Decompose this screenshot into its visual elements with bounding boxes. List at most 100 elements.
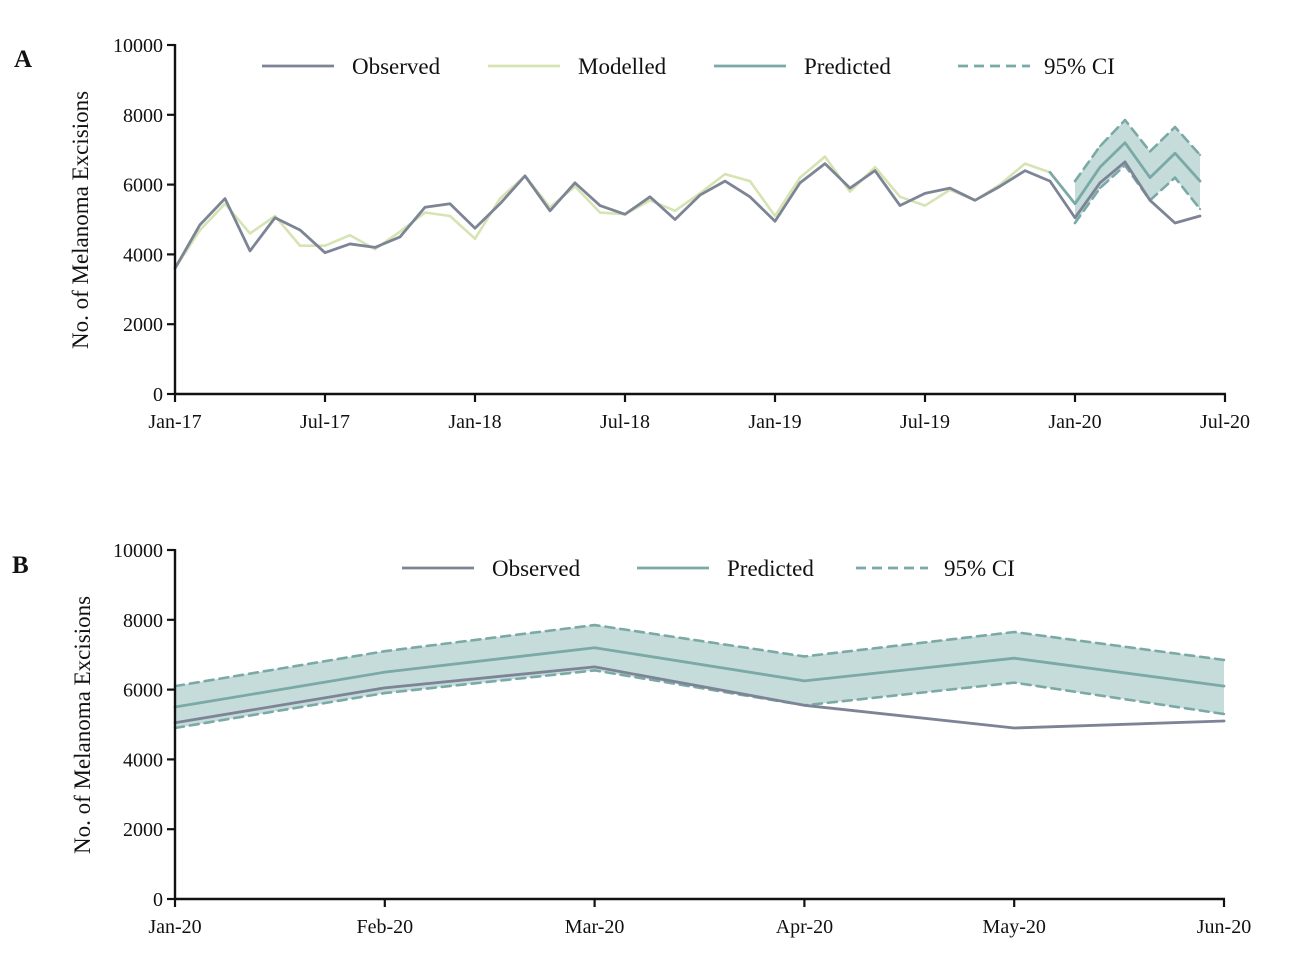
y-tick-label: 6000 bbox=[123, 680, 163, 702]
observed-point bbox=[248, 249, 252, 253]
x-tick-label: Jul-19 bbox=[900, 411, 950, 433]
panel-a-y-axis-title: No. of Melanoma Excisions bbox=[68, 91, 93, 349]
observed-point bbox=[998, 185, 1002, 188]
observed-point bbox=[1222, 719, 1226, 723]
predicted-line bbox=[173, 646, 1226, 709]
predicted-point bbox=[1013, 656, 1016, 660]
modelled-point bbox=[1023, 162, 1027, 165]
observed-point bbox=[348, 242, 352, 246]
modelled-point bbox=[598, 211, 602, 214]
panel-a-legend: Observed Modelled Predicted 95% CI bbox=[262, 54, 1115, 79]
predicted-point bbox=[803, 679, 806, 683]
predicted-point bbox=[1173, 151, 1177, 155]
modelled-point bbox=[223, 202, 227, 205]
panel-a: A No. of Melanoma Excisions 0 2000 4000 600… bbox=[14, 35, 1250, 433]
ci_lower-point bbox=[1013, 681, 1016, 684]
y-tick-label: 2000 bbox=[123, 819, 163, 841]
x-tick-label: Mar-20 bbox=[565, 916, 625, 938]
legend-label-ci: 95% CI bbox=[944, 556, 1015, 581]
modelled-point bbox=[848, 190, 852, 193]
observed-point bbox=[823, 162, 827, 165]
observed-point bbox=[548, 209, 552, 212]
ci_lower-point bbox=[1198, 207, 1202, 211]
panel-b-axes: 0 2000 4000 6000 8000 10000 Jan-20 Feb-20 Mar-20… bbox=[113, 540, 1251, 938]
observed-point bbox=[623, 213, 627, 216]
predicted-point bbox=[1222, 684, 1226, 688]
modelled-point bbox=[298, 244, 302, 247]
observed-point bbox=[573, 181, 577, 185]
y-tick-label: 4000 bbox=[123, 244, 163, 266]
modelled-point bbox=[398, 230, 402, 233]
legend-label-modelled: Modelled bbox=[578, 54, 667, 79]
predicted-point bbox=[1073, 202, 1077, 205]
panel-b-letter: B bbox=[12, 552, 29, 579]
modelled-point bbox=[748, 179, 752, 183]
modelled-point bbox=[248, 232, 252, 235]
modelled-point bbox=[423, 211, 427, 214]
observed-point bbox=[803, 704, 806, 707]
observed-point bbox=[423, 206, 427, 209]
modelled-point bbox=[573, 185, 577, 188]
y-tick-label: 8000 bbox=[123, 105, 163, 127]
panel-b-plot-area bbox=[173, 623, 1226, 730]
modelled-point bbox=[198, 228, 202, 232]
observed-point bbox=[448, 202, 452, 205]
observed-point bbox=[898, 204, 902, 207]
modelled-point bbox=[923, 204, 927, 207]
observed-point bbox=[1173, 221, 1177, 225]
observed-point bbox=[873, 169, 877, 172]
modelled-point bbox=[473, 237, 477, 240]
observed-point bbox=[223, 197, 227, 200]
observed-point bbox=[598, 204, 602, 207]
modelled-point bbox=[823, 155, 827, 158]
ci_upper-point bbox=[593, 623, 596, 627]
predicted-point bbox=[1148, 176, 1152, 179]
ci_upper-point bbox=[1098, 145, 1102, 148]
predicted-point bbox=[1123, 141, 1127, 144]
predicted-point bbox=[1048, 171, 1052, 174]
legend-label-observed: Observed bbox=[352, 54, 441, 79]
observed-point bbox=[673, 218, 677, 221]
ci_upper-point bbox=[1222, 658, 1226, 662]
modelled-point bbox=[898, 195, 902, 199]
ci_upper-point bbox=[1198, 153, 1202, 157]
y-tick-label: 4000 bbox=[123, 749, 163, 771]
legend-label-ci: 95% CI bbox=[1044, 54, 1115, 79]
observed-point bbox=[948, 186, 952, 190]
legend-label-predicted: Predicted bbox=[804, 54, 891, 79]
observed-point bbox=[923, 192, 927, 195]
observed-point bbox=[498, 202, 502, 205]
observed-line bbox=[173, 160, 1202, 270]
observed-point bbox=[1198, 214, 1202, 218]
ci_upper-point bbox=[803, 655, 806, 658]
modelled-line bbox=[173, 155, 1052, 270]
ci_upper-point bbox=[1148, 150, 1152, 153]
observed-point bbox=[523, 174, 527, 178]
observed-point bbox=[973, 199, 977, 202]
observed-point bbox=[1048, 179, 1052, 183]
modelled-point bbox=[498, 197, 502, 200]
legend-label-predicted: Predicted bbox=[727, 556, 814, 581]
modelled-point bbox=[648, 199, 652, 202]
panel-a-axes: 0 2000 4000 6000 8000 10000 Jan-17 Jul-17 Jan-18… bbox=[113, 35, 1250, 433]
y-tick-label: 10000 bbox=[113, 540, 163, 562]
predicted-point bbox=[593, 646, 596, 649]
x-tick-label: Feb-20 bbox=[356, 916, 413, 938]
observed-point bbox=[593, 665, 596, 669]
predicted-point bbox=[1098, 165, 1102, 169]
observed-point bbox=[273, 216, 277, 219]
x-tick-label: Jan-17 bbox=[148, 411, 201, 433]
observed-point bbox=[473, 227, 477, 230]
x-tick-label: Jul-17 bbox=[300, 411, 350, 433]
panel-b: B No. of Melanoma Excisions 0 2000 4000 600… bbox=[12, 540, 1251, 938]
y-tick-label: 8000 bbox=[123, 610, 163, 632]
observed-line bbox=[173, 665, 1226, 730]
modelled-point bbox=[723, 172, 727, 176]
ci_upper-line bbox=[173, 623, 1226, 688]
observed-point bbox=[323, 251, 327, 254]
observed-point bbox=[773, 220, 777, 223]
ci_upper-point bbox=[1013, 630, 1016, 634]
y-tick-label: 0 bbox=[153, 889, 163, 911]
modelled-point bbox=[773, 214, 777, 218]
panel-b-y-axis-title: No. of Melanoma Excisions bbox=[70, 596, 95, 854]
